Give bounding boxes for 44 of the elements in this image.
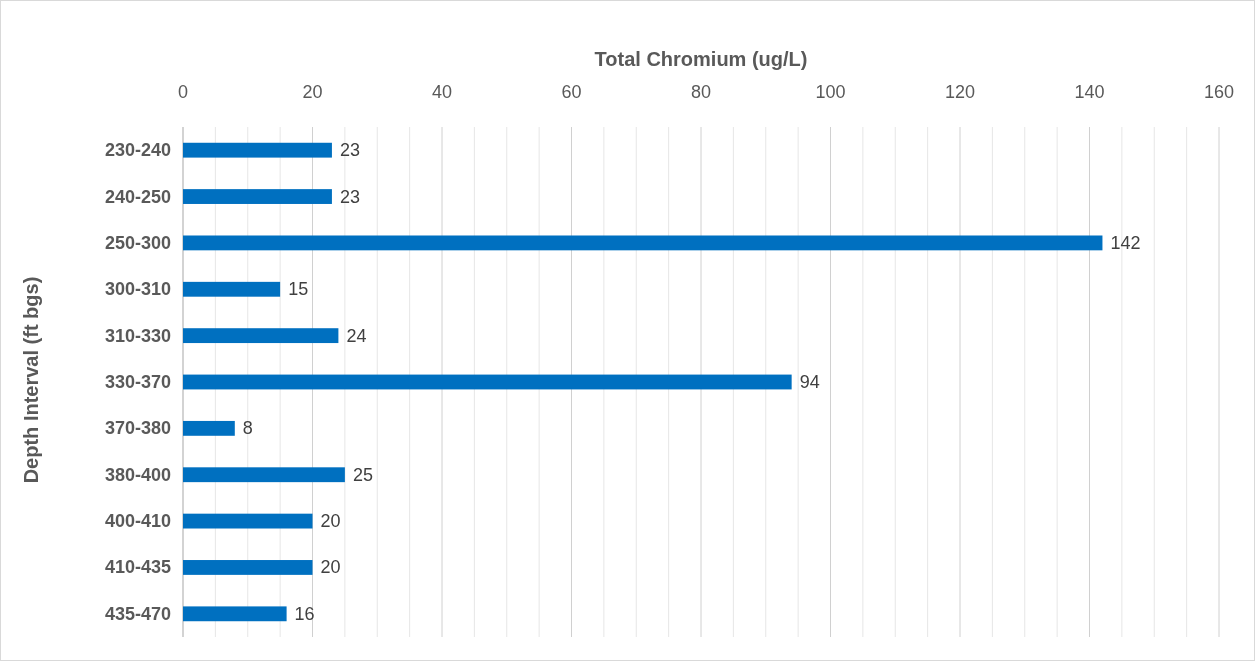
- y-tick-label: 370-380: [104, 418, 171, 439]
- y-tick-label: 310-330: [104, 325, 171, 346]
- x-axis-title: Total Chromium (ug/L): [594, 48, 808, 70]
- bar: [183, 420, 235, 436]
- y-tick-label: 230-240: [104, 140, 171, 161]
- x-tick-label: 20: [302, 82, 323, 102]
- x-tick-label: 0: [177, 82, 189, 102]
- bar: [183, 142, 332, 158]
- bar: [183, 189, 332, 204]
- bar: [183, 281, 281, 297]
- data-label: 16: [294, 603, 315, 624]
- x-tick-label: 60: [561, 82, 582, 102]
- data-label: 25: [352, 464, 373, 485]
- y-tick-label: 400-410: [104, 511, 171, 532]
- bar: [183, 374, 792, 390]
- bar: [183, 606, 287, 622]
- x-tick-label: 80: [690, 82, 712, 102]
- data-label: 23: [339, 140, 360, 161]
- data-label: 142: [1110, 232, 1141, 253]
- data-label: 15: [288, 279, 309, 300]
- data-label: 23: [339, 186, 360, 207]
- data-label: 20: [320, 557, 341, 578]
- y-tick-label: 240-250: [104, 186, 171, 207]
- x-tick-label: 120: [944, 82, 976, 102]
- data-label: 20: [320, 511, 341, 532]
- data-label: 8: [242, 418, 253, 439]
- bar: [183, 328, 339, 344]
- x-tick-label: 40: [431, 82, 453, 102]
- bar: [183, 467, 345, 483]
- x-tick-label: 140: [1074, 82, 1105, 102]
- x-tick-label: 100: [815, 82, 846, 102]
- x-tick-label: 160: [1203, 82, 1235, 102]
- bar: [183, 560, 313, 575]
- y-tick-label: 300-310: [104, 279, 171, 300]
- y-axis-title: Depth Interval (ft bgs): [20, 276, 42, 484]
- y-tick-label: 410-435: [104, 557, 171, 578]
- y-tick-label: 330-370: [104, 372, 171, 392]
- y-tick-label: 380-400: [104, 464, 171, 485]
- bar: [183, 513, 313, 529]
- bar: [183, 235, 1103, 251]
- data-label: 24: [346, 325, 367, 346]
- data-label: 94: [799, 372, 820, 392]
- y-tick-label: 435-470: [104, 603, 171, 624]
- y-tick-label: 250-300: [104, 232, 171, 253]
